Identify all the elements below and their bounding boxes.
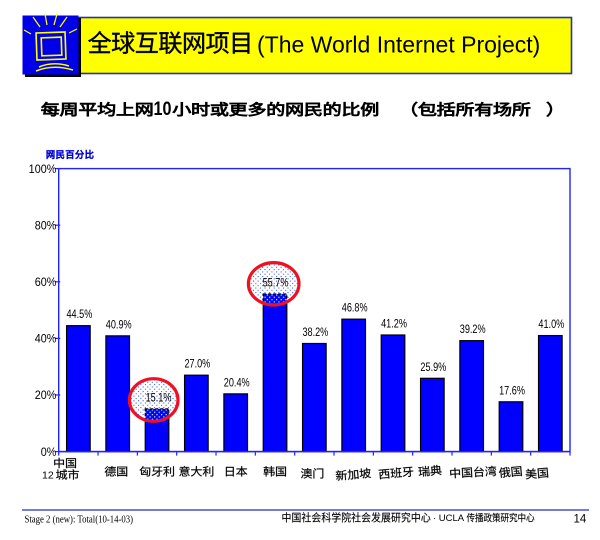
svg-text:12: 12 bbox=[42, 469, 54, 481]
svg-text:38.2%: 38.2% bbox=[302, 326, 328, 340]
svg-text:20%: 20% bbox=[35, 390, 57, 403]
svg-text:17.6%: 17.6% bbox=[499, 384, 525, 398]
svg-text:40.9%: 40.9% bbox=[106, 318, 132, 332]
svg-text:100%: 100% bbox=[29, 163, 57, 176]
svg-text:20.4%: 20.4% bbox=[224, 376, 250, 390]
svg-text:(The World Internet Project): (The World Internet Project) bbox=[257, 31, 540, 57]
svg-text:41.2%: 41.2% bbox=[381, 317, 407, 331]
svg-text:0%: 0% bbox=[41, 446, 57, 459]
svg-text:60%: 60% bbox=[35, 277, 57, 290]
svg-text:· UCLA: · UCLA bbox=[433, 513, 465, 524]
svg-text:14: 14 bbox=[574, 514, 587, 526]
svg-text:27.0%: 27.0% bbox=[184, 358, 210, 372]
svg-text:25.9%: 25.9% bbox=[420, 361, 446, 375]
svg-text:41.0%: 41.0% bbox=[538, 318, 564, 332]
svg-text:44.5%: 44.5% bbox=[66, 308, 92, 322]
svg-text:46.8%: 46.8% bbox=[342, 302, 368, 316]
svg-text:39.2%: 39.2% bbox=[460, 323, 486, 337]
svg-text:55.7%: 55.7% bbox=[263, 276, 289, 290]
svg-text:80%: 80% bbox=[35, 220, 57, 233]
svg-text:10: 10 bbox=[154, 98, 172, 120]
svg-text:Stage 2 (new): Total(10-14-03): Stage 2 (new): Total(10-14-03) bbox=[25, 514, 134, 525]
svg-text:15.1%: 15.1% bbox=[146, 391, 172, 405]
svg-text:40%: 40% bbox=[35, 333, 57, 346]
